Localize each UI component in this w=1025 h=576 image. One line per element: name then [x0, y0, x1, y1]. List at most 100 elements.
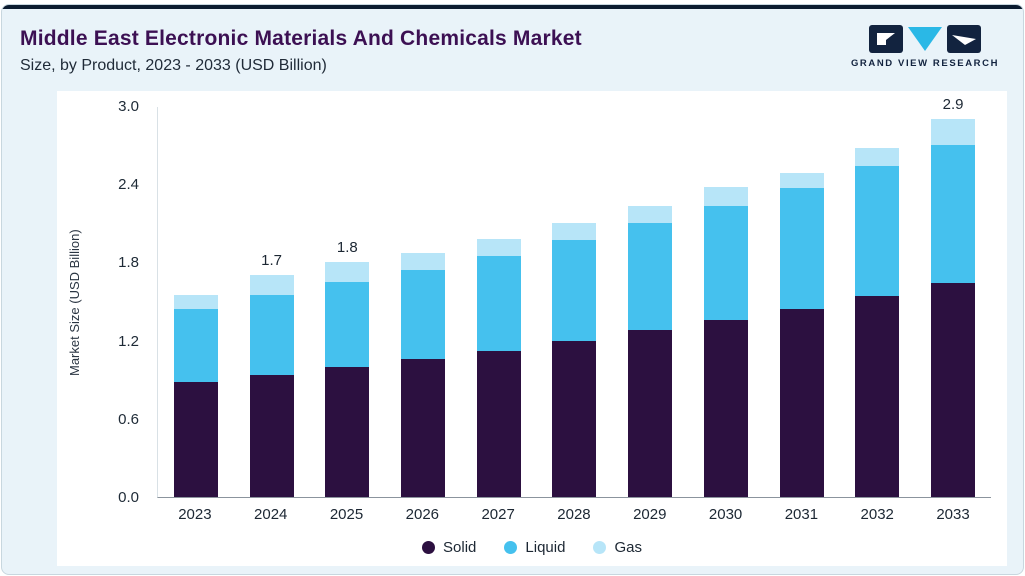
x-axis-tick-label: 2033: [936, 506, 970, 523]
bar-segment-solid: [249, 374, 294, 497]
bar-stack: [401, 253, 446, 497]
bar-segment-liquid: [931, 145, 976, 284]
bar-stack: [703, 186, 748, 497]
bar-segment-gas: [931, 119, 976, 146]
legend-label: Gas: [614, 539, 642, 556]
bar-segment-liquid: [855, 165, 900, 297]
bar-segment-liquid: [401, 270, 446, 359]
logo-flag-icon: [947, 25, 981, 53]
bar-segment-liquid: [703, 206, 748, 320]
bar-segment-solid: [173, 382, 218, 497]
bars: 1.7 1.8 2.9: [158, 96, 991, 497]
bar-segment-solid: [325, 366, 370, 497]
bar-group: [461, 107, 537, 497]
bar-segment-gas: [325, 262, 370, 282]
bar-stack: [628, 206, 673, 497]
bar-segment-liquid: [628, 223, 673, 331]
chart-card: Middle East Electronic Materials And Che…: [1, 4, 1024, 575]
bar-group: 1.8: [309, 107, 385, 497]
bar-group: [385, 107, 461, 497]
bar-value-label: 2.9: [942, 96, 964, 114]
x-axis-tick-label: 2026: [405, 506, 440, 523]
bar-segment-liquid: [779, 188, 824, 310]
logo-triangle-icon: [908, 27, 942, 51]
plot-area: 1.7 1.8 2.9: [157, 96, 991, 498]
x-axis-tick-label: 2031: [784, 506, 819, 523]
x-axis-tick-label: 2030: [708, 506, 743, 523]
logo-text: GRAND VIEW RESEARCH: [850, 58, 1000, 69]
bar-group: [764, 107, 840, 497]
x-axis-tick-label: 2027: [481, 506, 515, 523]
logo-mark-icon: [869, 25, 981, 53]
x-axis-tick-label: 2028: [557, 506, 591, 523]
legend-item-liquid: Liquid: [504, 539, 565, 556]
x-axis-tick-label: 2024: [254, 506, 288, 523]
bar-stack: [552, 223, 597, 497]
y-axis-tick-label: 0.6: [118, 410, 139, 428]
top-accent-bar: [2, 5, 1023, 9]
chart-title: Middle East Electronic Materials And Che…: [20, 27, 582, 50]
bar-segment-gas: [855, 147, 900, 166]
bar-segment-gas: [173, 295, 218, 310]
y-axis-tick-label: 0.0: [118, 489, 139, 506]
bar-segment-gas: [628, 206, 673, 224]
legend-label: Liquid: [525, 539, 566, 556]
bar-segment-gas: [249, 275, 294, 295]
y-axis-tick-label: 1.8: [118, 254, 139, 272]
bar-group: [158, 107, 234, 497]
chart-subtitle: Size, by Product, 2023 - 2033 (USD Billi…: [20, 57, 327, 74]
bar-stack: [173, 295, 218, 497]
x-axis-tick-label: 2029: [633, 506, 667, 523]
bar-segment-solid: [703, 319, 748, 497]
bar-group: [688, 107, 764, 497]
bar-segment-solid: [552, 340, 597, 497]
legend-item-solid: Solid: [422, 539, 476, 556]
bar-stack: [931, 119, 976, 497]
y-axis-tick-label: 2.4: [118, 176, 139, 194]
legend-item-gas: Gas: [593, 539, 642, 556]
bar-segment-solid: [779, 309, 824, 497]
bar-segment-solid: [931, 283, 976, 497]
legend-marker-icon: [422, 541, 436, 554]
bar-segment-solid: [476, 351, 521, 497]
x-axis-tick-label: 2023: [178, 506, 212, 523]
bar-group: 2.9: [915, 96, 991, 497]
bar-stack: [779, 172, 824, 497]
bar-stack: [476, 238, 521, 497]
bar-segment-liquid: [325, 281, 370, 367]
bar-stack: [325, 262, 370, 497]
legend: Solid Liquid Gas: [57, 539, 1007, 556]
bar-segment-gas: [476, 238, 521, 256]
bar-group: [612, 107, 688, 497]
x-axis-tick-label: 2025: [329, 506, 364, 523]
bar-group: 1.7: [234, 107, 310, 497]
y-axis-tick-label: 1.2: [118, 332, 139, 350]
legend-marker-icon: [593, 541, 607, 554]
bar-group: [537, 107, 613, 497]
bar-group: [839, 107, 915, 497]
x-axis-tick-label: 2032: [860, 506, 894, 523]
bar-segment-gas: [779, 172, 824, 189]
bar-segment-gas: [552, 223, 597, 241]
legend-marker-icon: [504, 541, 518, 554]
bar-segment-solid: [628, 330, 673, 497]
x-axis-labels: 2023 2024 2025 2026 2027 2028 2029 2030 2031 2032…: [157, 506, 991, 523]
y-axis-tick-label: 3.0: [118, 98, 139, 115]
grand-view-research-logo: GRAND VIEW RESEARCH: [849, 25, 1001, 69]
bar-stack: [249, 275, 294, 497]
bar-segment-solid: [855, 296, 900, 497]
bar-value-label: 1.7: [261, 252, 282, 270]
bar-segment-gas: [703, 186, 748, 207]
bar-segment-gas: [401, 253, 446, 271]
legend-label: Solid: [443, 539, 477, 556]
bar-segment-liquid: [173, 309, 218, 383]
logo-g-icon: [869, 25, 903, 53]
bar-segment-liquid: [476, 255, 521, 352]
bar-segment-liquid: [552, 240, 597, 341]
bar-value-label: 1.8: [336, 239, 358, 257]
chart-panel: Market Size (USD Billion) 0.0 0.6 1.2 1.8 2.…: [57, 91, 1007, 566]
bar-segment-solid: [401, 358, 446, 497]
y-axis-ticks: 0.0 0.6 1.2 1.8 2.4 3.0: [57, 98, 149, 506]
bar-segment-liquid: [249, 295, 294, 375]
